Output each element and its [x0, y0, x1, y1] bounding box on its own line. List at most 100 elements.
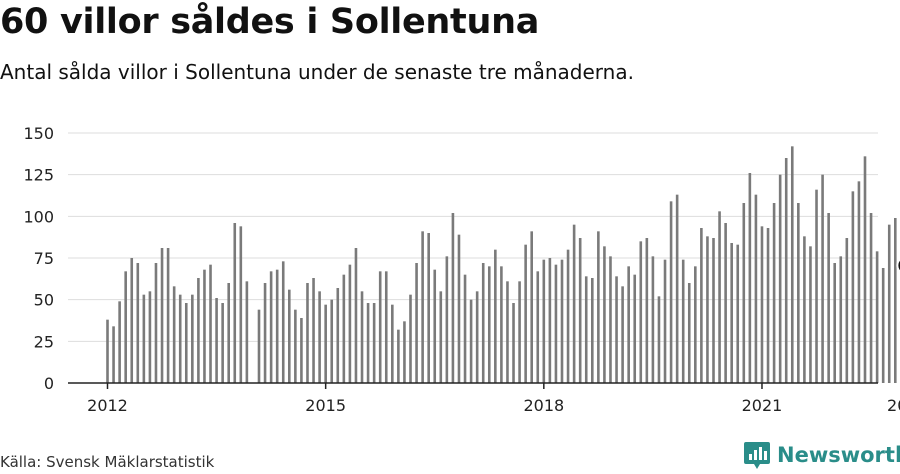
bar: [312, 278, 315, 383]
bar: [275, 269, 279, 383]
bar: [566, 249, 570, 383]
bar: [148, 291, 152, 383]
bar: [463, 274, 467, 383]
bar: [439, 291, 443, 383]
bar: [524, 244, 527, 383]
bar: [639, 241, 643, 383]
bar: [627, 266, 630, 383]
x-tick-label: 2012: [87, 396, 128, 415]
bars: [106, 146, 897, 383]
bar: [669, 201, 673, 383]
bar: [887, 224, 891, 383]
bar: [348, 264, 352, 383]
bar: [839, 256, 843, 383]
bar: [391, 304, 394, 383]
y-tick-label: 75: [34, 249, 54, 268]
bar: [354, 248, 358, 383]
bar: [803, 236, 806, 383]
bar: [845, 238, 849, 383]
bar: [578, 238, 582, 383]
bar: [615, 276, 618, 383]
bar: [742, 203, 746, 383]
bar: [700, 228, 703, 383]
bar-chart: 0 25 50 75 100 125 150 60 2012 2015 2018 2021 2023: [23, 124, 900, 415]
bar: [421, 231, 424, 383]
bar: [833, 263, 836, 383]
bar: [536, 271, 540, 383]
bar: [597, 231, 600, 383]
bar: [324, 304, 327, 383]
bar: [730, 243, 733, 383]
chart-subtitle: Antal sålda villor i Sollentuna under de…: [0, 60, 634, 84]
bar: [542, 259, 546, 383]
bar: [409, 294, 412, 383]
bar: [766, 228, 770, 383]
bar: [875, 251, 879, 383]
bar: [609, 256, 612, 383]
y-tick-label: 100: [23, 207, 54, 226]
axis-labels: 0 25 50 75 100 125 150 60 2012 2015 2018 2021 2023: [23, 124, 900, 415]
bar: [215, 298, 218, 383]
bar: [172, 286, 176, 383]
bar: [427, 233, 430, 383]
bar: [584, 276, 588, 383]
bar: [784, 158, 788, 383]
bar: [166, 248, 170, 383]
bar: [736, 244, 740, 383]
bar: [718, 211, 721, 383]
bar: [815, 189, 818, 383]
bar: [342, 274, 346, 383]
bar: [178, 294, 182, 383]
bar: [233, 223, 237, 383]
bar: [487, 266, 491, 383]
bar: [554, 264, 558, 383]
bar: [797, 203, 800, 383]
bar: [675, 194, 679, 383]
bar: [142, 294, 146, 383]
bar: [318, 291, 321, 383]
bar: [778, 174, 782, 383]
brand[interactable]: Newsworthy: [744, 440, 900, 470]
bar: [560, 259, 564, 383]
bar: [772, 203, 776, 383]
bar: [118, 301, 121, 383]
bar: [197, 278, 200, 383]
bar: [154, 263, 158, 383]
bar: [657, 296, 661, 383]
x-tick-label: 2021: [742, 396, 783, 415]
y-tick-label: 0: [44, 374, 54, 393]
bar: [227, 283, 230, 383]
bar: [681, 259, 685, 383]
bar: [415, 263, 418, 383]
bar: [451, 213, 455, 383]
y-tick-label: 125: [23, 166, 54, 185]
bar: [754, 194, 758, 383]
bar: [330, 299, 334, 383]
chart-title: 60 villor såldes i Sollentuna: [0, 2, 540, 42]
bar: [512, 303, 515, 383]
bar: [863, 156, 867, 383]
bar: [384, 271, 388, 383]
bar: [209, 264, 212, 383]
bar: [288, 289, 291, 383]
bar: [748, 173, 752, 383]
bar: [621, 286, 624, 383]
bar: [221, 303, 224, 383]
bar: [645, 238, 649, 383]
bar: [239, 226, 243, 383]
bar: [518, 281, 521, 383]
y-tick-label: 25: [34, 332, 54, 351]
bar: [881, 268, 885, 383]
bar: [663, 259, 667, 383]
bar: [712, 238, 715, 383]
bar: [306, 283, 309, 383]
bar: [827, 213, 830, 383]
bar: [130, 258, 134, 383]
bar: [851, 191, 855, 383]
bar: [269, 271, 273, 383]
bar: [124, 271, 127, 383]
bar: [403, 321, 406, 383]
bar: [651, 256, 655, 383]
bar: [687, 283, 691, 383]
bar: [572, 224, 576, 383]
